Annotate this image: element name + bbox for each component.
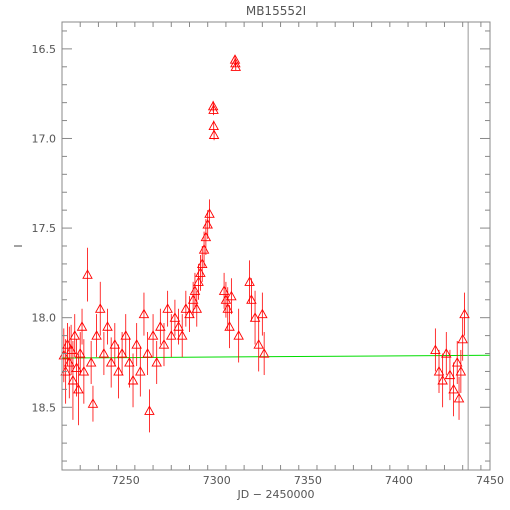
x-tick-label: 7250 xyxy=(112,474,140,487)
data-point-triangle xyxy=(87,398,99,408)
data-point-triangle xyxy=(453,392,465,403)
data-point-triangle xyxy=(226,290,237,301)
data-point-triangle xyxy=(257,308,268,319)
data-point-triangle xyxy=(180,303,192,313)
data-point-triangle xyxy=(195,267,206,277)
data-point-triangle xyxy=(173,321,184,331)
data-point-triangle xyxy=(258,348,270,358)
data-point-triangle xyxy=(71,362,82,372)
data-point-triangle xyxy=(166,330,177,340)
data-point-triangle xyxy=(73,383,84,394)
data-point-triangle xyxy=(430,344,441,354)
data-point-triangle xyxy=(244,276,255,286)
data-point-triangle xyxy=(102,321,113,331)
data-point-triangle xyxy=(69,330,81,340)
data-point-triangle xyxy=(94,303,106,313)
data-point-triangle xyxy=(109,339,121,349)
data-point-triangle xyxy=(444,369,456,380)
data-point-triangle xyxy=(76,321,88,331)
y-tick-label: 17.0 xyxy=(32,132,57,145)
data-point-triangle xyxy=(74,348,86,358)
data-point-triangle xyxy=(131,339,142,349)
data-point-triangle xyxy=(457,333,468,344)
data-point-triangle xyxy=(433,366,445,376)
y-tick-label: 18.0 xyxy=(32,312,57,325)
data-point-triangle xyxy=(249,312,261,322)
data-point-triangle xyxy=(198,244,210,254)
data-point-triangle xyxy=(191,303,203,313)
data-point-triangle xyxy=(142,348,153,358)
data-point-triangle xyxy=(218,285,230,295)
data-point-triangle xyxy=(62,339,73,349)
data-point-triangle xyxy=(162,303,173,313)
data-point-triangle xyxy=(147,330,159,340)
data-point-triangle xyxy=(202,219,213,229)
data-point-triangle xyxy=(135,366,146,376)
data-point-triangle xyxy=(208,129,220,139)
data-point-triangle xyxy=(233,330,244,340)
data-point-triangle xyxy=(246,294,257,304)
data-point-triangle xyxy=(127,374,139,385)
data-point-triangle xyxy=(441,348,452,358)
y-axis-label: I xyxy=(12,244,25,247)
data-point-triangle xyxy=(158,339,170,349)
data-point-triangle xyxy=(208,104,219,114)
data-point-triangle xyxy=(200,231,212,242)
data-point-triangle xyxy=(169,312,181,322)
chart-title: MB15552I xyxy=(246,4,306,18)
data-point-triangle xyxy=(253,339,264,349)
data-point-triangle xyxy=(230,61,242,71)
data-point-triangle xyxy=(65,344,77,354)
data-point-triangle xyxy=(459,308,470,319)
data-point-triangle xyxy=(82,269,93,279)
data-point-triangle xyxy=(448,383,459,394)
data-point-triangle xyxy=(91,330,102,340)
data-point-triangle xyxy=(187,294,199,304)
data-point-triangle xyxy=(144,405,155,415)
x-tick-label: 7400 xyxy=(385,474,413,487)
data-point-triangle xyxy=(184,308,195,319)
data-point-triangle xyxy=(98,348,110,358)
data-point-triangle xyxy=(196,258,208,268)
tick-layer: 7250 7300 7350 7400 7450 16.5 17.0 17.5 18.0 18.5 xyxy=(32,22,504,487)
data-point-triangle xyxy=(124,357,135,367)
x-tick-label: 7300 xyxy=(203,474,231,487)
data-point-triangle xyxy=(120,330,132,340)
data-point-triangle xyxy=(67,374,79,385)
data-point-triangle xyxy=(222,303,234,313)
data-point-triangle xyxy=(78,366,90,376)
x-tick-label: 7350 xyxy=(294,474,322,487)
data-point-triangle xyxy=(224,321,235,331)
data-point-triangle xyxy=(204,208,215,218)
data-point-triangle xyxy=(105,357,117,367)
data-point-triangle xyxy=(220,294,232,304)
data-point-triangle xyxy=(451,357,463,367)
x-tick-label: 7450 xyxy=(476,474,504,487)
data-point-triangle xyxy=(138,308,150,319)
data-point-triangle xyxy=(116,348,128,358)
data-point-triangle xyxy=(437,374,448,385)
y-tick-label: 17.5 xyxy=(32,222,57,235)
data-point-triangle xyxy=(113,366,124,376)
data-point-triangle xyxy=(85,357,97,367)
y-tick-label: 16.5 xyxy=(32,43,57,56)
data-point-triangle xyxy=(155,321,166,331)
data-point-triangle xyxy=(455,366,467,376)
data-layer xyxy=(58,22,491,470)
data-point-triangle xyxy=(193,276,204,286)
data-point-triangle xyxy=(176,330,188,340)
y-tick-label: 18.5 xyxy=(32,401,57,414)
data-point-triangle xyxy=(64,357,75,367)
data-point-triangle xyxy=(189,285,201,295)
x-axis-label: JD − 2450000 xyxy=(237,488,315,501)
data-point-triangle xyxy=(151,357,162,367)
